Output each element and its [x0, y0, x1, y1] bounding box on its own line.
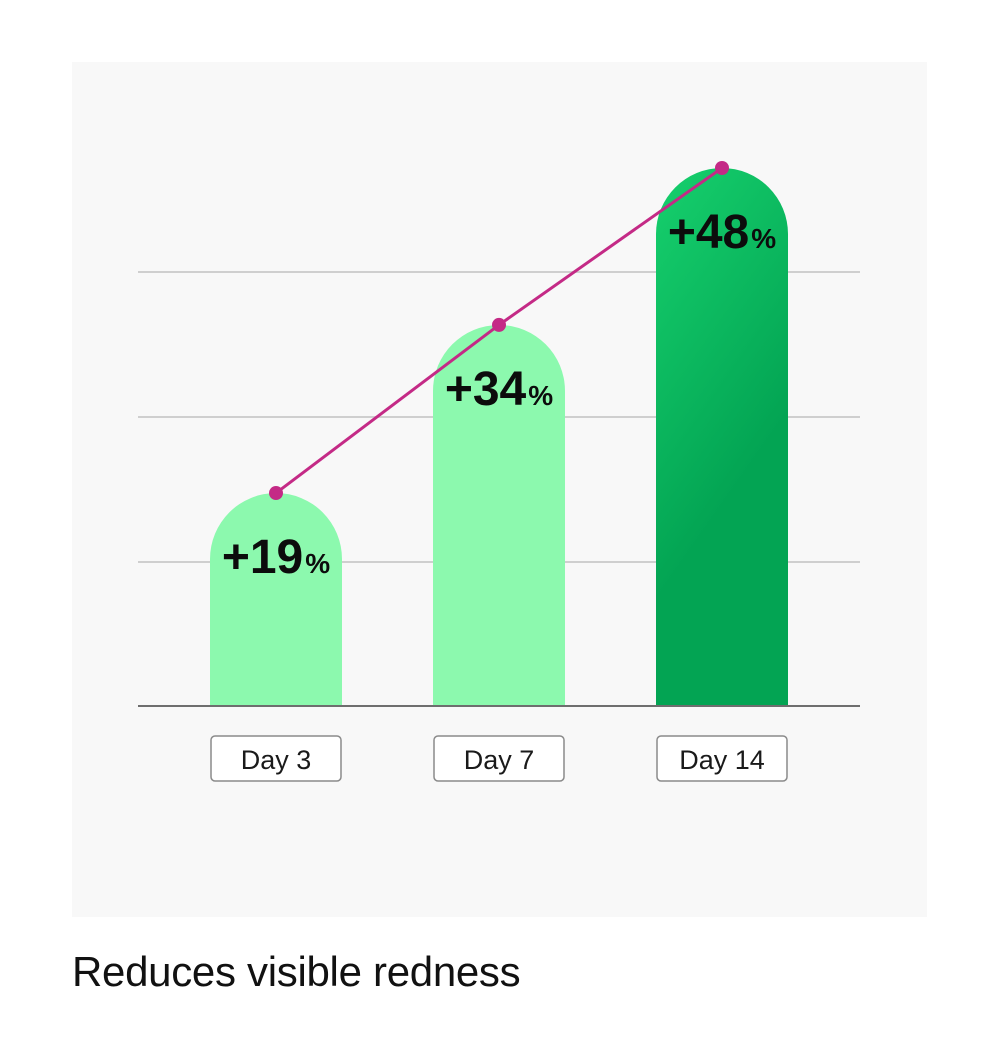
trend-point-day-7: [492, 317, 506, 332]
tick-box-day-7: [433, 735, 565, 782]
tick-label-day-14: Day 14: [679, 745, 765, 775]
value-label-day-3: +19%: [222, 531, 330, 584]
value-label-day-14: +48%: [668, 206, 776, 259]
tick-box-day-14: [656, 735, 788, 782]
tick-label-day-3: Day 3: [241, 745, 312, 775]
trend-point-day-14: [715, 161, 729, 175]
chart-caption: Reduces visible redness: [72, 948, 521, 995]
tick-label-day-7: Day 7: [464, 745, 535, 775]
trend-point-day-3: [269, 486, 283, 501]
bar-day-7: [433, 324, 565, 706]
value-label-day-7: +34%: [445, 363, 553, 416]
bar-day-3: [210, 493, 342, 706]
bar-day-14: [656, 168, 788, 706]
tick-box-day-3: [210, 735, 342, 782]
